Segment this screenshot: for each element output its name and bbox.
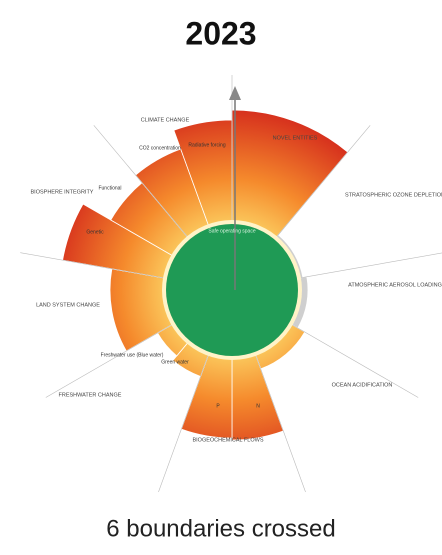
part-label: Genetic xyxy=(86,229,104,235)
boundary-label: BIOGEOCHEMICAL FLOWS xyxy=(192,437,263,443)
divider xyxy=(276,125,371,237)
boundary-label: BIOSPHERE INTEGRITY xyxy=(31,189,94,195)
boundary-label: LAND SYSTEM CHANGE xyxy=(36,302,100,308)
part-label: P xyxy=(216,403,220,409)
boundary-label: ATMOSPHERIC AEROSOL LOADING xyxy=(348,282,442,288)
divider xyxy=(45,324,172,398)
boundary-label: FRESHWATER CHANGE xyxy=(59,392,122,398)
boundary-label: NOVEL ENTITIES xyxy=(273,135,318,141)
divider xyxy=(20,252,164,279)
part-label: CO2 concentration xyxy=(139,145,181,151)
arrow-head xyxy=(229,86,241,100)
part-label: Radiative forcing xyxy=(188,142,225,148)
boundary-label: OCEAN ACIDIFICATION xyxy=(332,382,393,388)
divider xyxy=(300,252,442,279)
part-label: N xyxy=(256,403,260,409)
boundary-label: CLIMATE CHANGE xyxy=(141,117,190,123)
safe-space xyxy=(166,224,298,356)
title: 2023 xyxy=(185,15,256,51)
part-label: Functional xyxy=(98,185,121,191)
divider xyxy=(93,125,188,237)
divider xyxy=(292,324,419,398)
divider xyxy=(158,355,209,493)
footer: 6 boundaries crossed xyxy=(106,515,335,542)
part-label: Green water xyxy=(161,359,189,365)
divider xyxy=(255,355,306,493)
boundary-label: STRATOSPHERIC OZONE DEPLETION xyxy=(345,192,442,198)
part-label: Freshwater use (Blue water) xyxy=(101,352,164,358)
center-label: Safe operating space xyxy=(208,228,255,234)
